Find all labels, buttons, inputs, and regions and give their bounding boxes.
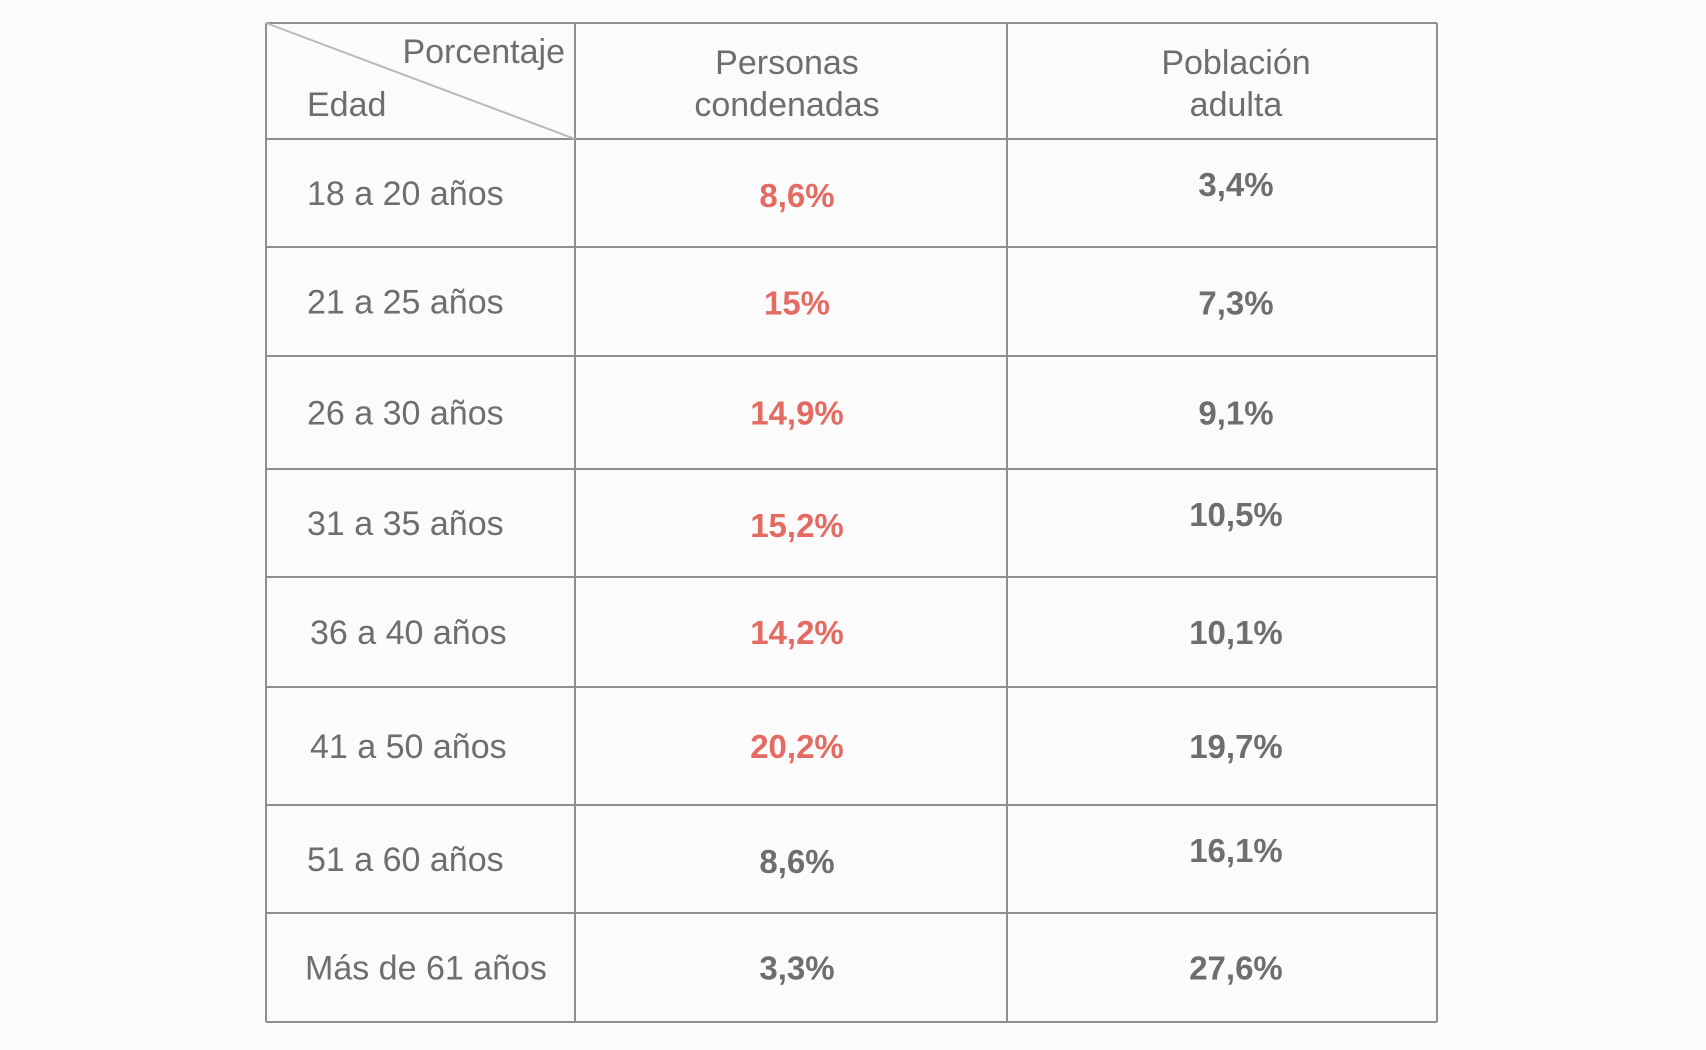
cell-poblacion-adulta: 9,1%	[1198, 395, 1273, 432]
table-header: Porcentaje Edad Personas condenadas Pobl…	[265, 22, 1311, 140]
row-age-label: 18 a 20 años	[307, 175, 504, 213]
row-age-label: 36 a 40 años	[310, 614, 507, 652]
cell-personas-condenadas: 15,2%	[750, 507, 844, 544]
cell-personas-condenadas: 14,2%	[750, 614, 844, 651]
cell-poblacion-adulta: 19,7%	[1189, 728, 1283, 765]
table-row: 31 a 35 años 15,2% 10,5%	[307, 496, 1283, 544]
table-row: 26 a 30 años 14,9% 9,1%	[307, 395, 1274, 433]
cell-personas-condenadas: 15%	[764, 285, 830, 322]
cell-poblacion-adulta: 10,5%	[1189, 496, 1283, 533]
table-row: 18 a 20 años 8,6% 3,4%	[307, 166, 1274, 214]
table-row: 51 a 60 años 8,6% 16,1%	[307, 832, 1283, 880]
table-row: 21 a 25 años 15% 7,3%	[307, 284, 1274, 322]
cell-poblacion-adulta: 27,6%	[1189, 950, 1283, 987]
cell-poblacion-adulta: 16,1%	[1189, 832, 1283, 869]
cell-poblacion-adulta: 3,4%	[1198, 166, 1273, 203]
cell-personas-condenadas: 3,3%	[759, 950, 834, 987]
corner-label-porcentaje: Porcentaje	[402, 33, 565, 71]
row-age-label: Más de 61 años	[305, 950, 547, 988]
corner-label-edad: Edad	[307, 86, 386, 124]
table-body: 18 a 20 años 8,6% 3,4%21 a 25 años 15% 7,3%2…	[305, 166, 1283, 988]
column-header-poblacion-line-2: adulta	[1190, 86, 1283, 124]
row-age-label: 51 a 60 años	[307, 841, 504, 879]
row-age-label: 21 a 25 años	[307, 284, 504, 322]
table-row: 36 a 40 años 14,2% 10,1%	[310, 614, 1283, 652]
table-grid	[265, 22, 1438, 1023]
row-age-label: 41 a 50 años	[310, 728, 507, 766]
table-row: Más de 61 años 3,3% 27,6%	[305, 950, 1283, 988]
cell-personas-condenadas: 8,6%	[759, 177, 834, 214]
cell-personas-condenadas: 14,9%	[750, 395, 844, 432]
column-header-poblacion-line-1: Población	[1161, 44, 1310, 82]
cell-personas-condenadas: 8,6%	[759, 843, 834, 880]
row-age-label: 31 a 35 años	[307, 505, 504, 543]
column-header-personas-line-1: Personas	[715, 44, 859, 82]
table-row: 41 a 50 años 20,2% 19,7%	[310, 728, 1283, 766]
cell-poblacion-adulta: 10,1%	[1189, 614, 1283, 651]
cell-personas-condenadas: 20,2%	[750, 728, 844, 765]
row-age-label: 26 a 30 años	[307, 395, 504, 433]
column-header-personas-line-2: condenadas	[694, 86, 879, 124]
cell-poblacion-adulta: 7,3%	[1198, 285, 1273, 322]
corner-diagonal	[265, 22, 576, 140]
